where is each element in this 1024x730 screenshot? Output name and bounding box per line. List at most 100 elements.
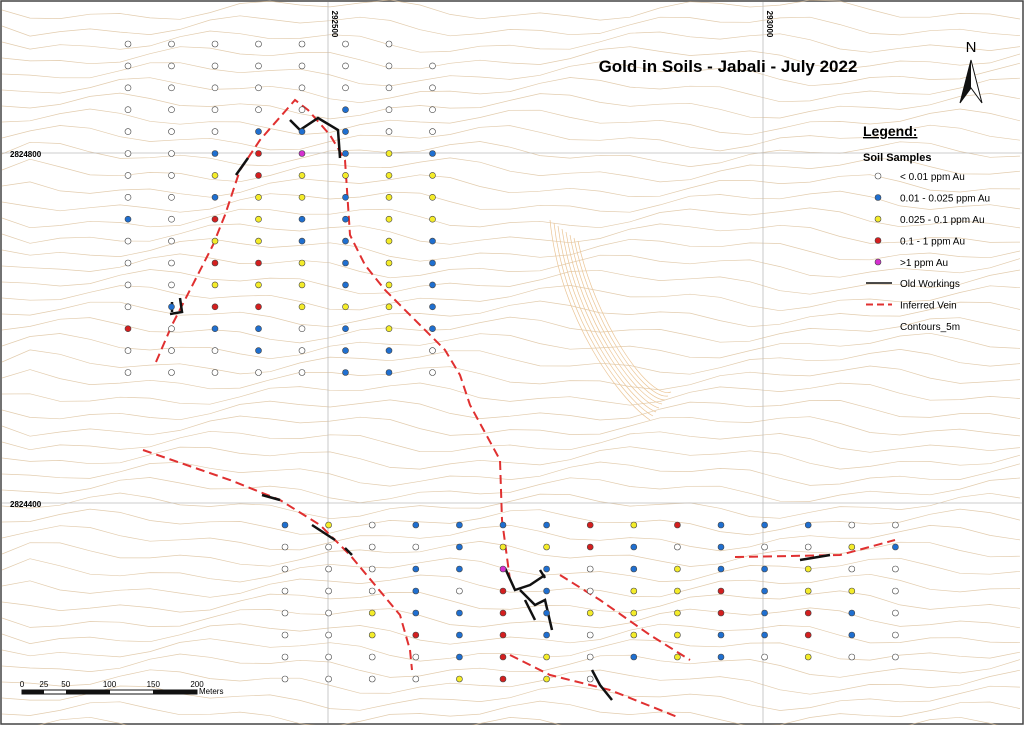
sample: [717, 631, 725, 639]
sample: [456, 565, 463, 573]
sample: [124, 40, 132, 48]
sample: [630, 543, 638, 551]
sample: [168, 237, 175, 245]
sample: [429, 194, 436, 201]
sample: [211, 281, 219, 289]
coord-label: 292500: [330, 11, 339, 38]
vein: [155, 98, 511, 581]
sample: [674, 587, 681, 595]
legend: Legend: Soil Samples < 0.01 ppm Au 0.01 -…: [863, 123, 990, 333]
legend-label: < 0.01 ppm Au: [900, 172, 965, 183]
sample: [385, 259, 393, 267]
sample: [674, 543, 681, 551]
sample: [385, 40, 393, 48]
sample: [892, 609, 899, 617]
sample: [412, 675, 420, 683]
sample: [456, 587, 463, 595]
sample: [211, 128, 219, 135]
sample: [761, 543, 768, 551]
sample: [211, 369, 219, 376]
contour: [1, 253, 1021, 279]
sample: [168, 194, 175, 201]
sample: [892, 653, 899, 661]
sample: [848, 631, 856, 639]
sample: [429, 303, 436, 311]
sample: [892, 543, 899, 551]
contour: [569, 234, 666, 401]
sample: [385, 128, 393, 135]
sample: [255, 150, 262, 157]
sample: [385, 84, 393, 92]
sample: [385, 194, 393, 201]
legend-label: Old Workings: [900, 279, 960, 290]
sample: [385, 325, 393, 333]
sample: [255, 128, 262, 135]
contour: [1, 382, 1021, 406]
sample: [892, 565, 899, 573]
sample: [168, 172, 175, 179]
sample: [168, 150, 175, 157]
sample: [255, 62, 262, 70]
contour: [1, 669, 1021, 695]
sample: [717, 565, 725, 573]
sample: [124, 281, 132, 289]
sample: [168, 369, 175, 376]
sample: [124, 347, 132, 354]
contour: [1, 430, 1021, 453]
map-title: Gold in Soils - Jabali - July 2022: [599, 57, 858, 76]
sample: [325, 521, 332, 529]
sample: [848, 543, 856, 551]
sample: [804, 587, 812, 595]
contour: [573, 237, 669, 397]
sample: [342, 325, 349, 333]
sample: [429, 281, 436, 289]
sample: [342, 40, 349, 48]
sample: [325, 565, 332, 573]
sample: [543, 565, 550, 573]
contour: [1, 223, 1021, 245]
sample: [342, 172, 349, 179]
sample: [211, 303, 219, 311]
scale-label: 200: [190, 680, 204, 689]
scale-label: 100: [103, 680, 117, 689]
sample: [543, 521, 550, 529]
sample: [298, 194, 306, 201]
inferred-veins: [142, 98, 896, 719]
sample: [281, 609, 289, 617]
legend-symbol: [874, 172, 882, 180]
sample: [342, 259, 349, 267]
sample: [342, 369, 349, 376]
sample: [281, 543, 289, 551]
sample: [168, 84, 175, 92]
sample: [211, 84, 219, 92]
sample: [630, 653, 638, 661]
sample: [342, 150, 349, 157]
sample: [385, 237, 393, 245]
contour: [1, 77, 1021, 104]
sample: [429, 347, 436, 354]
sample: [761, 587, 768, 595]
scale-label: 25: [39, 680, 48, 689]
legend-label: Contours_5m: [900, 322, 960, 333]
sample: [298, 40, 306, 48]
contour: [1, 700, 1021, 728]
sample: [342, 215, 349, 223]
sample: [342, 62, 349, 70]
sample: [586, 587, 594, 595]
sample: [429, 106, 436, 113]
sample: [342, 281, 349, 289]
contour: [1, 285, 1021, 312]
sample: [543, 675, 550, 683]
sample: [412, 653, 420, 661]
sample: [168, 281, 175, 289]
sample: [298, 62, 306, 70]
contour: [1, 92, 1021, 120]
sample: [412, 587, 420, 595]
sample: [892, 631, 899, 639]
sample: [804, 631, 812, 639]
sample: [804, 565, 812, 573]
contour: [1, 174, 1021, 198]
sample: [385, 62, 393, 70]
contour: [549, 219, 651, 421]
